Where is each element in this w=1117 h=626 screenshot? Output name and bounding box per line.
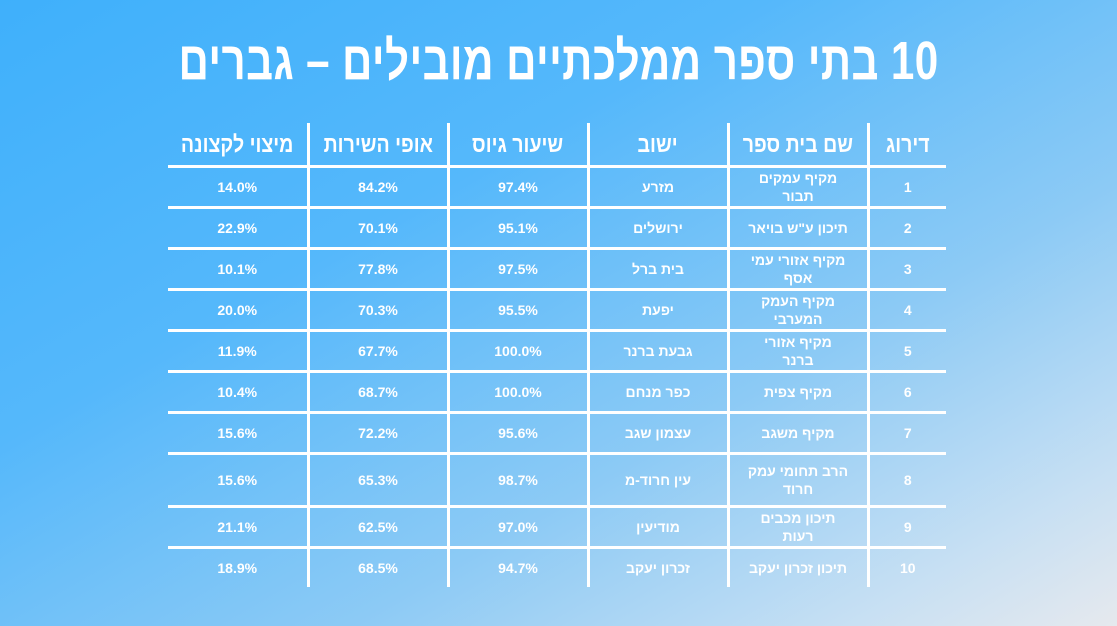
cell-enlistment-rate: 100.0% [448,330,590,373]
cell-locality: עין חרוד-מ [588,453,730,508]
header-service-type: אופי השירות [308,123,450,168]
cell-enlistment-rate: 98.7% [448,453,590,508]
cell-locality: בית ברל [588,248,730,291]
cell-locality: גבעת ברנר [588,330,730,373]
cell-enlistment-rate: 95.1% [448,207,590,250]
header-locality: ישוב [588,123,730,168]
cell-school-name: מקיף עמקים תבור [728,166,870,209]
page-title: 10 בתי ספר ממלכתיים מובילים – גברים [178,31,939,91]
table-row: 5 מקיף אזורי ברנר גבעת ברנר 100.0% 67.7% 11.9… [168,330,946,373]
table-header-row: דירוג שם בית ספר ישוב שיעור גיוס אופי הש… [168,123,946,168]
cell-rank: 2 [868,207,946,250]
cell-officer-rate: 15.6% [168,412,310,455]
header-officer-rate: מיצוי לקצונה [168,123,310,168]
cell-rank: 3 [868,248,946,291]
cell-rank: 9 [868,506,946,549]
header-enlistment-rate: שיעור גיוס [448,123,590,168]
cell-officer-rate: 10.4% [168,371,310,414]
table-row: 4 מקיף העמק המערבי יפעת 95.5% 70.3% 20.0% [168,289,946,332]
header-school-name: שם בית ספר [728,123,870,168]
cell-enlistment-rate: 95.6% [448,412,590,455]
cell-officer-rate: 21.1% [168,506,310,549]
cell-rank: 5 [868,330,946,373]
cell-locality: ירושלים [588,207,730,250]
cell-officer-rate: 20.0% [168,289,310,332]
cell-service-type: 70.3% [308,289,450,332]
cell-locality: כפר מנחם [588,371,730,414]
cell-enlistment-rate: 97.4% [448,166,590,209]
cell-officer-rate: 22.9% [168,207,310,250]
table-row: 3 מקיף אזורי עמי אסף בית ברל 97.5% 77.8% 10.1… [168,248,946,291]
table-row: 7 מקיף משגב עצמון שגב 95.6% 72.2% 15.6% [168,412,946,455]
table-row: 10 תיכון זכרון יעקב זכרון יעקב 94.7% 68.5% 18… [168,547,946,587]
cell-officer-rate: 14.0% [168,166,310,209]
cell-service-type: 70.1% [308,207,450,250]
cell-service-type: 84.2% [308,166,450,209]
cell-rank: 4 [868,289,946,332]
table-row: 2 תיכון ע"ש בויאר ירושלים 95.1% 70.1% 22.9% [168,207,946,250]
cell-school-name: מקיף צפית [728,371,870,414]
table-row: 9 תיכון מכבים רעות מודיעין 97.0% 62.5% 21.1% [168,506,946,549]
cell-rank: 6 [868,371,946,414]
cell-service-type: 68.7% [308,371,450,414]
table-row: 8 הרב תחומי עמק חרוד עין חרוד-מ 98.7% 65.3% 1… [168,453,946,508]
cell-enlistment-rate: 94.7% [448,547,590,587]
cell-school-name: תיכון ע"ש בויאר [728,207,870,250]
table-row: 6 מקיף צפית כפר מנחם 100.0% 68.7% 10.4% [168,371,946,414]
cell-school-name: תיכון מכבים רעות [728,506,870,549]
cell-service-type: 62.5% [308,506,450,549]
cell-enlistment-rate: 95.5% [448,289,590,332]
cell-service-type: 67.7% [308,330,450,373]
cell-rank: 1 [868,166,946,209]
cell-locality: יפעת [588,289,730,332]
cell-locality: מודיעין [588,506,730,549]
cell-locality: מזרע [588,166,730,209]
cell-enlistment-rate: 97.5% [448,248,590,291]
cell-enlistment-rate: 100.0% [448,371,590,414]
cell-rank: 10 [899,560,916,576]
cell-school-name: מקיף אזורי ברנר [728,330,870,373]
table-row: 1 מקיף עמקים תבור מזרע 97.4% 84.2% 14.0% [168,166,946,209]
cell-school-name: מקיף משגב [728,412,870,455]
header-rank: דירוג [868,123,946,168]
cell-service-type: 65.3% [308,453,450,508]
cell-service-type: 68.5% [308,547,450,587]
cell-rank: 7 [868,412,946,455]
cell-school-name: מקיף העמק המערבי [728,289,870,332]
cell-locality: עצמון שגב [588,412,730,455]
cell-officer-rate: 15.6% [168,453,310,508]
cell-officer-rate: 18.9% [168,547,310,587]
cell-school-name: תיכון זכרון יעקב [728,547,870,587]
cell-school-name: מקיף אזורי עמי אסף [728,248,870,291]
schools-table: דירוג שם בית ספר ישוב שיעור גיוס אופי הש… [168,123,946,587]
cell-service-type: 77.8% [308,248,450,291]
cell-school-name: הרב תחומי עמק חרוד [728,453,870,508]
cell-officer-rate: 10.1% [168,248,310,291]
cell-officer-rate: 11.9% [168,330,310,373]
cell-locality: זכרון יעקב [588,547,730,587]
cell-enlistment-rate: 97.0% [448,506,590,549]
cell-service-type: 72.2% [308,412,450,455]
cell-rank: 8 [868,453,946,508]
